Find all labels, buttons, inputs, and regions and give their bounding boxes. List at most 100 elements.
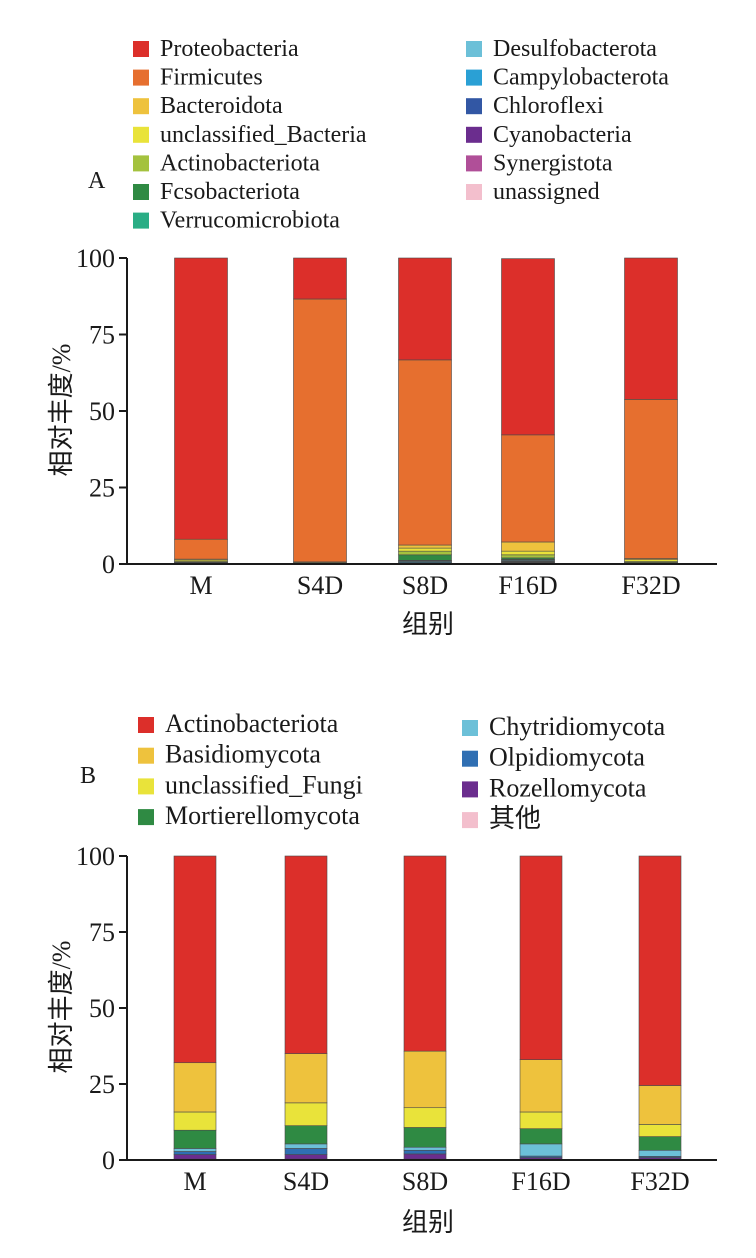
legend-swatch — [466, 184, 482, 200]
y-axis-title-a: 相对丰度/% — [47, 344, 76, 477]
bar-segment-S8D-Olpidiomycota — [403, 1149, 447, 1155]
bar-segment-F32D-Chytridiomycota — [638, 1149, 682, 1157]
bar-segment-F16D-Actinobacteriota — [519, 855, 563, 1060]
legend-swatch — [138, 809, 154, 826]
bar-segment-S8D-Mortierellomycota — [403, 1127, 447, 1148]
y-tick-label: 50 — [89, 994, 115, 1023]
y-tick-label: 100 — [76, 244, 115, 273]
legend-swatch — [466, 126, 482, 143]
legend-label: unclassified_Bacteria — [160, 122, 367, 148]
bar-segment-M-Rozellomycota — [173, 1154, 217, 1160]
bar-segment-S4D-Chytridiomycota — [284, 1143, 328, 1149]
bar-segment-M-Chytridiomycota — [173, 1148, 217, 1152]
legend-label: Actinobacteriota — [160, 150, 320, 176]
legend-swatch — [462, 812, 478, 829]
legend-label: Campylobacterota — [493, 65, 669, 91]
bar-segment-S8D-unclassified_Fungi — [403, 1107, 447, 1128]
legend-swatch — [138, 747, 154, 764]
y-tick-label: 0 — [102, 550, 115, 579]
bar-segment-S4D-Firmicutes — [293, 298, 347, 563]
x-tick-label: S8D — [402, 1167, 448, 1196]
legend-label: Chloroflexi — [493, 93, 604, 119]
bar-segment-F32D-Proteobacteria — [624, 257, 678, 400]
bar-segment-S8D-unclassified_Bacteria — [398, 547, 452, 552]
legend-label: Basidiomycota — [165, 740, 321, 769]
bar-segment-F16D-Bacteroidota — [501, 541, 555, 552]
legend-swatch — [466, 155, 482, 172]
panel-label-b: B — [80, 763, 96, 789]
bar-segment-S4D-unclassified_Fungi — [284, 1102, 328, 1126]
legend-label: Synergistota — [493, 150, 613, 176]
bar-segment-S8D-Actinobacteriota — [403, 855, 447, 1052]
bar-segment-F16D-Firmicutes — [501, 434, 555, 543]
bar-segment-S8D-Rozellomycota — [403, 1153, 447, 1160]
bar-segment-S8D-Actinobacteriota — [398, 550, 452, 556]
legend-swatch — [133, 155, 149, 172]
bar-segment-S8D-Basidiomycota — [403, 1050, 447, 1109]
bar-segment-F32D-Mortierellomycota — [638, 1136, 682, 1151]
x-axis-title-a: 组别 — [402, 610, 454, 639]
legend-label: Firmicutes — [160, 65, 263, 91]
bar-segment-M-Basidiomycota — [173, 1062, 217, 1113]
bar-segment-S8D-Chytridiomycota — [403, 1146, 447, 1151]
bar-segment-M-Actinobacteriota — [173, 855, 217, 1064]
x-tick-label: S8D — [402, 571, 448, 600]
x-tick-label: F16D — [498, 571, 557, 600]
legend-label: Rozellomycota — [489, 773, 647, 802]
bar-segment-M-unclassified_Fungi — [173, 1111, 217, 1131]
bar-segment-S4D-Olpidiomycota — [284, 1148, 328, 1155]
legend-swatch — [133, 212, 149, 229]
plot-area-a: M S4D S8D F16D F32D 0 25 50 75 100 — [76, 244, 717, 600]
x-tick-label: S4D — [297, 571, 343, 600]
y-tick-label: 0 — [102, 1146, 115, 1175]
legend-swatch — [138, 717, 154, 733]
bar-segment-S4D-Proteobacteria — [293, 257, 347, 300]
legend-b: ActinobacteriotaBasidiomycotaunclassifie… — [138, 709, 666, 833]
legend-swatch — [133, 98, 149, 115]
x-tick-label: S4D — [283, 1167, 329, 1196]
legend-label: Olpidiomycota — [489, 743, 645, 772]
legend-swatch — [138, 778, 154, 795]
bar-segment-M-Firmicutes — [174, 538, 228, 560]
legend-label: Chytridiomycota — [489, 712, 666, 741]
bar-segment-S4D-Mortierellomycota — [284, 1125, 328, 1145]
legend-swatch — [466, 69, 482, 86]
legend-swatch — [133, 126, 149, 143]
x-tick-label: F32D — [621, 571, 680, 600]
legend-label: Mortierellomycota — [165, 801, 360, 830]
x-tick-label: M — [189, 571, 212, 600]
y-tick-label: 100 — [76, 842, 115, 871]
legend-label: Fcsobacteriota — [160, 179, 300, 205]
legend-swatch — [462, 781, 478, 798]
x-axis-title-b: 组别 — [402, 1208, 454, 1237]
bar-segment-S8D-Firmicutes — [398, 359, 452, 546]
bar-segment-F32D-Firmicutes — [624, 399, 678, 559]
legend-swatch — [462, 750, 478, 767]
bar-segment-S8D-Bacteroidota — [398, 544, 452, 549]
legend-swatch — [133, 69, 149, 86]
legend-label: Bacteroidota — [160, 93, 283, 119]
y-tick-label: 25 — [89, 474, 115, 503]
legend-label: unassigned — [493, 179, 600, 205]
legend-label: 其他 — [489, 804, 541, 833]
y-tick-label: 25 — [89, 1070, 115, 1099]
x-tick-label: M — [183, 1167, 206, 1196]
bar-segment-F32D-Actinobacteriota — [638, 855, 682, 1086]
bar-segment-S4D-Rozellomycota — [284, 1154, 328, 1160]
y-tick-label: 75 — [89, 918, 115, 947]
bar-segment-S8D-Proteobacteria — [398, 257, 452, 361]
bar-segment-M-Proteobacteria — [174, 257, 228, 540]
legend-swatch — [466, 41, 482, 57]
bar-segment-F16D-Mortierellomycota — [519, 1128, 563, 1145]
x-tick-label: F32D — [630, 1167, 689, 1196]
legend-label: Verrucomicrobiota — [160, 208, 340, 234]
panel-b: ActinobacteriotaBasidiomycotaunclassifie… — [47, 709, 717, 1237]
bar-segment-F32D-unclassified_Fungi — [638, 1124, 682, 1137]
bar-segment-F16D-Proteobacteria — [501, 258, 555, 436]
plot-area-b: M S4D S8D F16D F32D 0 25 50 75 100 — [76, 842, 717, 1196]
y-tick-label: 50 — [89, 397, 115, 426]
legend-label: Actinobacteriota — [165, 709, 339, 738]
bar-segment-M-Mortierellomycota — [173, 1129, 217, 1149]
